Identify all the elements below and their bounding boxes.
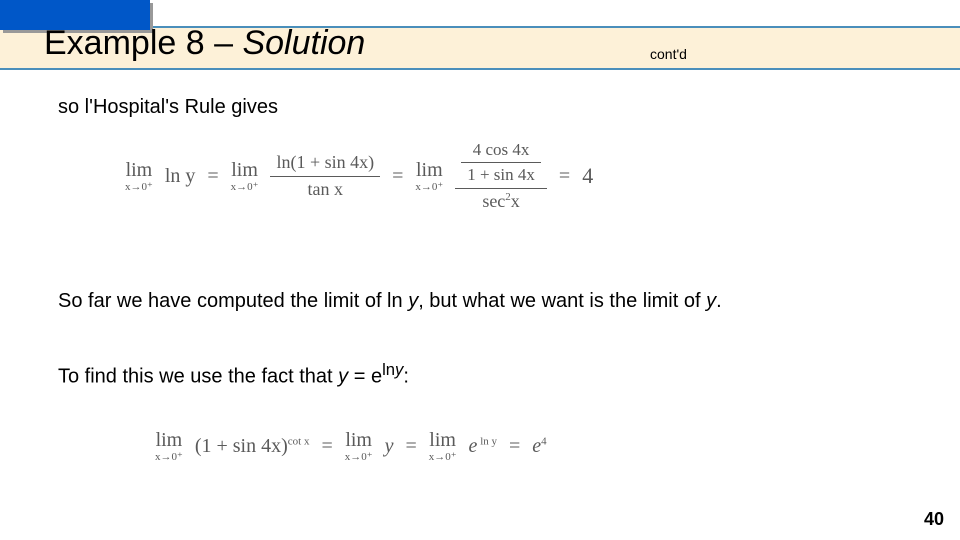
nested-num: 4 cos 4x xyxy=(467,140,536,160)
sec-x: x xyxy=(511,191,520,211)
lim-sub: x→0⁺ xyxy=(345,452,373,463)
base: (1 + sin 4x) xyxy=(195,435,288,457)
result-4: 4 xyxy=(582,163,593,189)
paragraph-tofind: To find this we use the fact that y = el… xyxy=(58,360,409,389)
title-prefix: Example 8 – xyxy=(44,24,242,62)
lim-sub: x→0⁺ xyxy=(415,182,443,193)
y-var: y xyxy=(385,435,394,458)
nested-fraction: 4 cos 4x 1 + sin 4x xyxy=(461,140,541,186)
frac1-num: ln(1 + sin 4x) xyxy=(270,152,380,174)
p2-b: , but what we want is the limit of xyxy=(418,290,706,312)
p2-a: So far we have computed the limit of ln xyxy=(58,290,408,312)
lim-sub: x→0⁺ xyxy=(231,182,259,193)
fraction-bar xyxy=(461,162,541,163)
fraction-bar xyxy=(455,188,547,189)
equation-final: lim x→0⁺ (1 + sin 4x)cot x = lim x→0⁺ y … xyxy=(155,430,547,463)
nested-den: 1 + sin 4x xyxy=(461,165,541,185)
equals-c: = xyxy=(509,435,520,458)
lim-sub: x→0⁺ xyxy=(125,182,153,193)
p3-c: : xyxy=(403,366,409,388)
limit-block: lim x→0⁺ xyxy=(231,160,259,193)
base-exp: cot x xyxy=(288,435,310,447)
result-e: e xyxy=(532,435,541,457)
limit-block: lim x→0⁺ xyxy=(429,430,457,463)
p3-sup-ln: ln xyxy=(382,360,395,379)
lim-word: lim xyxy=(156,430,183,450)
p3-y: y xyxy=(338,366,348,388)
slide-title: Example 8 – Solution xyxy=(44,24,365,63)
lny: ln y xyxy=(165,165,196,188)
e-lny: e ln y xyxy=(469,435,497,458)
equals-2: = xyxy=(392,165,403,188)
lim-word: lim xyxy=(126,160,153,180)
frac2-num: 4 cos 4x 1 + sin 4x xyxy=(455,140,547,186)
p3-sup: lny xyxy=(382,360,403,379)
p2-c: . xyxy=(716,290,722,312)
lim-word: lim xyxy=(416,160,443,180)
base-expr: (1 + sin 4x)cot x xyxy=(195,435,310,458)
paragraph-sofar: So far we have computed the limit of ln … xyxy=(58,290,722,313)
p2-y2: y xyxy=(706,290,716,312)
limit-block: lim x→0⁺ xyxy=(345,430,373,463)
lim-word: lim xyxy=(429,430,456,450)
fraction-2: 4 cos 4x 1 + sin 4x sec2x xyxy=(455,140,547,212)
limit-block: lim x→0⁺ xyxy=(155,430,183,463)
fraction-1: ln(1 + sin 4x) tan x xyxy=(270,152,380,200)
page-number: 40 xyxy=(924,509,944,530)
equals-b: = xyxy=(405,435,416,458)
equation-lhospital: lim x→0⁺ ln y = lim x→0⁺ ln(1 + sin 4x) … xyxy=(125,140,593,212)
equals-3: = xyxy=(559,165,570,188)
p2-y1: y xyxy=(408,290,418,312)
title-italic: Solution xyxy=(242,24,365,62)
p3-b: = e xyxy=(348,366,382,388)
sec-word: sec xyxy=(482,191,505,211)
lim-word: lim xyxy=(231,160,258,180)
limit-block: lim x→0⁺ xyxy=(125,160,153,193)
fraction-bar xyxy=(270,176,380,177)
e-lny-sup: ln y xyxy=(477,435,497,447)
p3-a: To find this we use the fact that xyxy=(58,366,338,388)
lim-word: lim xyxy=(345,430,372,450)
lim-sub: x→0⁺ xyxy=(155,452,183,463)
equals-a: = xyxy=(321,435,332,458)
frac2-den: sec2x xyxy=(476,191,525,213)
continued-label: cont'd xyxy=(650,46,687,62)
frac1-den: tan x xyxy=(302,179,350,201)
limit-block: lim x→0⁺ xyxy=(415,160,443,193)
lim-sub: x→0⁺ xyxy=(429,452,457,463)
result-sup: 4 xyxy=(541,435,547,447)
paragraph-intro: so l'Hospital's Rule gives xyxy=(58,96,278,119)
equals-1: = xyxy=(207,165,218,188)
result-e4: e4 xyxy=(532,435,546,458)
